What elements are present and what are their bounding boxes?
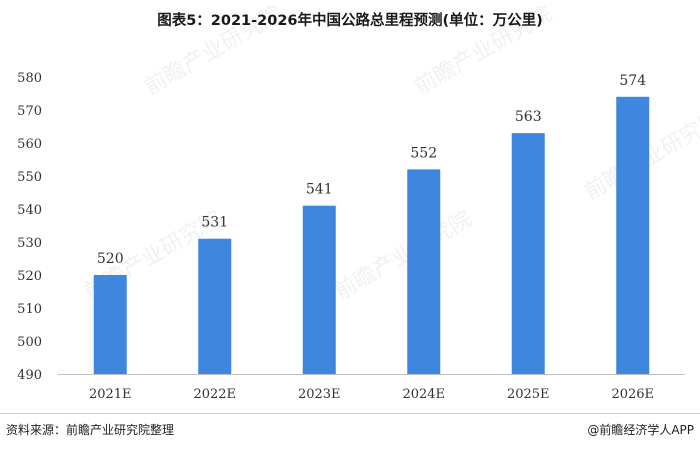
data-label: 541 bbox=[306, 182, 333, 198]
chart-title: 图表5：2021-2026年中国公路总里程预测(单位：万公里) bbox=[157, 13, 543, 29]
bar-chart: 前瞻产业研究院前瞻产业研究院前瞻产业研究院前瞻产业研究院前瞻产业研究院 4905… bbox=[17, 2, 700, 402]
y-tick-label: 510 bbox=[17, 302, 42, 317]
bar-2024E bbox=[407, 169, 441, 374]
bar-2025E bbox=[511, 133, 545, 374]
y-axis-ticks: 490 500 510 520 530 540 550 560 570 580 bbox=[17, 71, 42, 383]
bar-series bbox=[93, 96, 650, 375]
footer-divider bbox=[0, 413, 700, 414]
source-note: 资料来源：前瞻产业研究院整理 bbox=[6, 423, 175, 437]
data-label: 552 bbox=[410, 145, 437, 161]
x-tick-label: 2024E bbox=[402, 387, 445, 402]
y-tick-label: 500 bbox=[17, 335, 42, 350]
data-label: 563 bbox=[515, 109, 542, 125]
data-label: 531 bbox=[201, 215, 228, 231]
y-tick-label: 490 bbox=[17, 368, 42, 383]
y-tick-label: 570 bbox=[17, 104, 42, 119]
bar-2023E bbox=[302, 205, 336, 374]
y-tick-label: 530 bbox=[17, 236, 42, 251]
data-label: 574 bbox=[619, 73, 646, 89]
brand-credit: @前瞻经济学人APP bbox=[587, 423, 694, 437]
y-tick-label: 560 bbox=[17, 137, 42, 152]
y-tick-label: 580 bbox=[17, 71, 42, 86]
bar-2021E bbox=[93, 275, 127, 374]
watermark-layer: 前瞻产业研究院前瞻产业研究院前瞻产业研究院前瞻产业研究院前瞻产业研究院 bbox=[81, 2, 700, 306]
x-tick-label: 2025E bbox=[507, 387, 550, 402]
watermark-text: 前瞻产业研究院 bbox=[141, 2, 287, 101]
y-tick-label: 540 bbox=[17, 203, 42, 218]
data-labels: 520 531 541 552 563 574 bbox=[97, 73, 646, 267]
bar-2026E bbox=[616, 96, 650, 375]
y-tick-label: 520 bbox=[17, 269, 42, 284]
x-tick-label: 2021E bbox=[89, 387, 132, 402]
x-tick-label: 2026E bbox=[611, 387, 654, 402]
watermark-text: 前瞻产业研究院 bbox=[331, 207, 477, 306]
bar-2022E bbox=[198, 238, 232, 374]
x-tick-label: 2023E bbox=[298, 387, 341, 402]
y-tick-label: 550 bbox=[17, 170, 42, 185]
x-axis-ticks: 2021E 2022E 2023E 2024E 2025E 2026E bbox=[89, 387, 654, 402]
data-label: 520 bbox=[97, 251, 124, 267]
x-tick-label: 2022E bbox=[193, 387, 236, 402]
watermark-text: 前瞻产业研究院 bbox=[411, 2, 557, 101]
